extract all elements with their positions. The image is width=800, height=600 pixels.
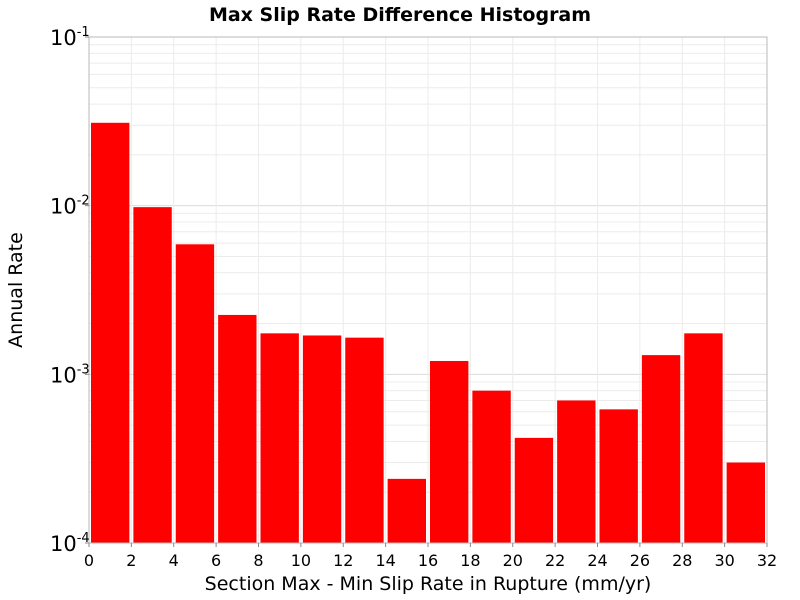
histogram-bar	[472, 390, 511, 543]
histogram-bar	[387, 478, 426, 543]
y-tick-label: 10-3	[50, 362, 90, 387]
histogram-bar	[726, 462, 765, 543]
histogram-bar	[430, 360, 469, 543]
histogram-bar	[345, 337, 384, 543]
bars	[91, 122, 765, 544]
y-tick-label: 10-1	[50, 25, 90, 50]
histogram-bar	[514, 437, 554, 543]
x-tick-label: 26	[630, 551, 650, 570]
x-tick-label: 18	[460, 551, 480, 570]
chart-title: Max Slip Rate Difference Histogram	[209, 4, 591, 26]
x-tick-label: 12	[333, 551, 353, 570]
histogram-bar	[91, 122, 130, 543]
x-tick-label: 16	[418, 551, 438, 570]
histogram-bar	[557, 400, 596, 543]
y-axis-ticks: 10-1 10-2 10-3 10-4	[50, 25, 90, 556]
x-tick-label: 4	[169, 551, 179, 570]
x-tick-label: 30	[714, 551, 734, 570]
x-tick-label: 0	[84, 551, 94, 570]
x-tick-label: 24	[587, 551, 607, 570]
x-tick-label: 22	[545, 551, 565, 570]
histogram-bar	[599, 409, 638, 543]
histogram-bar	[175, 244, 215, 544]
histogram-bar	[218, 314, 257, 543]
histogram-bar	[302, 335, 342, 543]
histogram-bar	[133, 207, 172, 543]
x-axis-ticks: 0 2 4 6 8 10 12 14 16 18 20 22 24 26 28 30 32	[84, 543, 777, 570]
y-tick-label: 10-4	[50, 531, 90, 556]
x-tick-label: 32	[757, 551, 777, 570]
x-axis-label: Section Max - Min Slip Rate in Rupture (…	[205, 573, 652, 595]
y-tick-label: 10-2	[50, 194, 90, 219]
x-tick-label: 28	[672, 551, 692, 570]
histogram-bar	[641, 355, 681, 543]
x-tick-label: 6	[211, 551, 221, 570]
histogram-bar	[684, 333, 723, 543]
x-tick-label: 8	[253, 551, 263, 570]
x-tick-label: 14	[375, 551, 395, 570]
histogram-bar	[260, 333, 299, 543]
x-tick-label: 2	[126, 551, 136, 570]
y-axis-label: Annual Rate	[5, 232, 27, 348]
x-tick-label: 10	[291, 551, 311, 570]
x-tick-label: 20	[503, 551, 523, 570]
